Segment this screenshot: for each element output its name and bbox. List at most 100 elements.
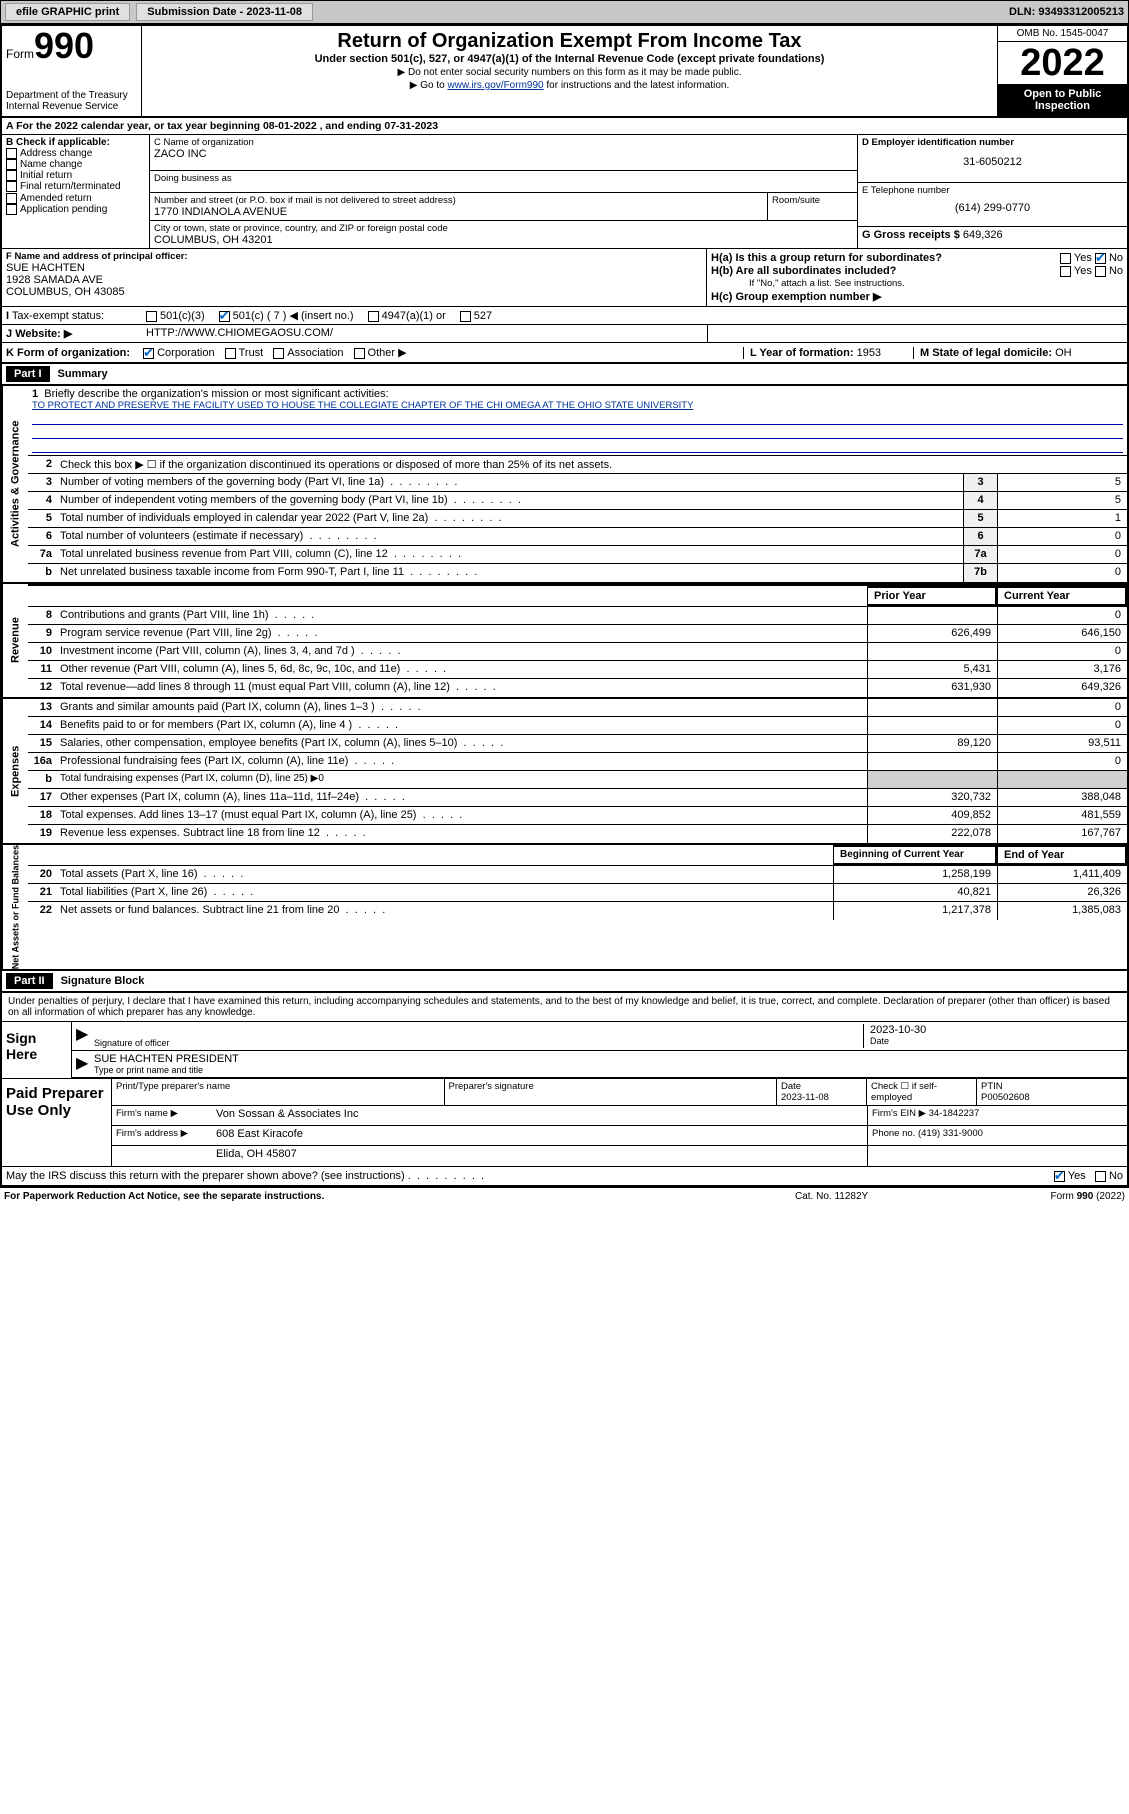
name-title-label: Type or print name and title	[94, 1065, 1123, 1075]
no-label: No	[1109, 265, 1123, 277]
website-label: J Website: ▶	[2, 325, 142, 342]
year-formation: L Year of formation: 1953	[743, 347, 913, 359]
summary-line: 11Other revenue (Part VIII, column (A), …	[28, 661, 1127, 679]
preparer-date-label: Date	[781, 1081, 801, 1092]
room-label: Room/suite	[767, 193, 857, 220]
boxb-checkbox[interactable]	[6, 159, 17, 170]
org-form-checkbox[interactable]	[225, 348, 236, 359]
boxb-checkbox[interactable]	[6, 204, 17, 215]
part1-num: Part I	[6, 366, 50, 382]
preparer-sig-label: Preparer's signature	[445, 1079, 778, 1105]
submission-date: Submission Date - 2023-11-08	[136, 3, 313, 21]
org-form-checkbox[interactable]	[143, 348, 154, 359]
summary-line: 13Grants and similar amounts paid (Part …	[28, 699, 1127, 717]
boxb-item: Amended return	[6, 193, 145, 204]
org-form-checkbox[interactable]	[354, 348, 365, 359]
open-to-public: Open to Public Inspection	[998, 84, 1127, 116]
begin-year-header: Beginning of Current Year	[833, 845, 997, 865]
sig-date-label: Date	[870, 1036, 1123, 1046]
revenue-section: Revenue Prior Year Current Year 8Contrib…	[0, 584, 1129, 699]
paid-preparer-label: Paid Preparer Use Only	[2, 1079, 112, 1166]
ptin: P00502608	[981, 1092, 1030, 1103]
boxb-checkbox[interactable]	[6, 170, 17, 181]
tax-year: 2022	[998, 42, 1127, 84]
form-note-ssn: ▶ Do not enter social security numbers o…	[150, 67, 989, 78]
officer-addr1: 1928 SAMADA AVE	[6, 274, 702, 286]
telephone-label: E Telephone number	[862, 185, 1123, 196]
perjury-statement: Under penalties of perjury, I declare th…	[2, 993, 1127, 1022]
dln: DLN: 93493312005213	[1009, 6, 1124, 18]
hb-no-checkbox[interactable]	[1095, 266, 1106, 277]
mission-text: TO PROTECT AND PRESERVE THE FACILITY USE…	[32, 400, 1123, 411]
department: Department of the TreasuryInternal Reven…	[6, 90, 137, 112]
balances-section: Net Assets or Fund Balances Beginning of…	[0, 845, 1129, 971]
sig-date: 2023-10-30	[870, 1024, 1123, 1036]
telephone: (614) 299-0770	[862, 202, 1123, 214]
prior-year-header: Prior Year	[867, 586, 997, 606]
firm-name: Von Sossan & Associates Inc	[212, 1106, 867, 1125]
boxb-checkbox[interactable]	[6, 193, 17, 204]
tax-status-checkbox[interactable]	[368, 311, 379, 322]
preparer-name-label: Print/Type preparer's name	[112, 1079, 445, 1105]
ha-yes-checkbox[interactable]	[1060, 253, 1071, 264]
dba-label: Doing business as	[154, 173, 853, 184]
governance-tab: Activities & Governance	[2, 386, 28, 582]
tax-status-checkbox[interactable]	[146, 311, 157, 322]
may-irs-yes-checkbox[interactable]	[1054, 1171, 1065, 1182]
hb-yes-checkbox[interactable]	[1060, 266, 1071, 277]
summary-line: 3Number of voting members of the governi…	[28, 474, 1127, 492]
paperwork-notice: For Paperwork Reduction Act Notice, see …	[4, 1191, 795, 1202]
org-form-option: Association	[273, 347, 343, 359]
org-form-checkbox[interactable]	[273, 348, 284, 359]
firm-addr1: 608 East Kiracofe	[212, 1126, 867, 1145]
tax-status-checkbox[interactable]	[219, 311, 230, 322]
hb-note: If "No," attach a list. See instructions…	[711, 278, 1123, 289]
summary-line: 21Total liabilities (Part X, line 26) . …	[28, 884, 1127, 902]
boxb-item: Name change	[6, 159, 145, 170]
form-of-org: K Form of organization: CorporationTrust…	[6, 346, 743, 359]
firm-name-label: Firm's name ▶	[112, 1106, 212, 1125]
form-number: 990	[34, 25, 94, 66]
gross-receipts: 649,326	[963, 229, 1003, 241]
org-name-label: C Name of organization	[154, 137, 853, 148]
form-subtitle: Under section 501(c), 527, or 4947(a)(1)…	[150, 53, 989, 65]
sig-arrow-icon: ▶	[76, 1053, 94, 1075]
yes-label: Yes	[1074, 265, 1092, 277]
yes-label: Yes	[1074, 252, 1092, 264]
part1-header: Part I Summary	[0, 364, 1129, 386]
officer-name: SUE HACHTEN	[6, 262, 702, 274]
boxb-item: Address change	[6, 148, 145, 159]
summary-line: 9Program service revenue (Part VIII, lin…	[28, 625, 1127, 643]
phone: (419) 331-9000	[918, 1128, 983, 1139]
firm-ein-label: Firm's EIN ▶	[872, 1108, 926, 1119]
firm-addr-label: Firm's address ▶	[112, 1126, 212, 1145]
firm-addr2: Elida, OH 45807	[212, 1146, 867, 1166]
tax-status-option: 501(c)(3)	[146, 310, 205, 322]
box-b-label: B Check if applicable:	[6, 137, 145, 148]
city-label: City or town, state or province, country…	[154, 223, 853, 234]
tax-status-option: 501(c) ( 7 ) ◀ (insert no.)	[219, 310, 354, 322]
expenses-tab: Expenses	[2, 699, 28, 843]
summary-line: 4Number of independent voting members of…	[28, 492, 1127, 510]
may-irs-no-checkbox[interactable]	[1095, 1171, 1106, 1182]
tax-status-options: 501(c)(3)501(c) ( 7 ) ◀ (insert no.)4947…	[142, 307, 1127, 324]
summary-line: bTotal fundraising expenses (Part IX, co…	[28, 771, 1127, 789]
ha-label: H(a) Is this a group return for subordin…	[711, 252, 942, 264]
summary-line: 19Revenue less expenses. Subtract line 1…	[28, 825, 1127, 843]
form-title: Return of Organization Exempt From Incom…	[150, 30, 989, 53]
boxb-checkbox[interactable]	[6, 181, 17, 192]
ein: 31-6050212	[862, 156, 1123, 168]
boxb-checkbox[interactable]	[6, 148, 17, 159]
ha-no-checkbox[interactable]	[1095, 253, 1106, 264]
tax-status-checkbox[interactable]	[460, 311, 471, 322]
summary-line: 17Other expenses (Part IX, column (A), l…	[28, 789, 1127, 807]
irs-link[interactable]: www.irs.gov/Form990	[447, 80, 543, 91]
sig-officer-label: Signature of officer	[94, 1038, 863, 1048]
city: COLUMBUS, OH 43201	[154, 234, 853, 246]
revenue-tab: Revenue	[2, 584, 28, 697]
part2-header: Part II Signature Block	[0, 971, 1129, 993]
officer-name-title: SUE HACHTEN PRESIDENT	[94, 1053, 1123, 1065]
summary-line: 16aProfessional fundraising fees (Part I…	[28, 753, 1127, 771]
ein-label: D Employer identification number	[862, 137, 1123, 148]
hc-label: H(c) Group exemption number ▶	[711, 290, 881, 303]
